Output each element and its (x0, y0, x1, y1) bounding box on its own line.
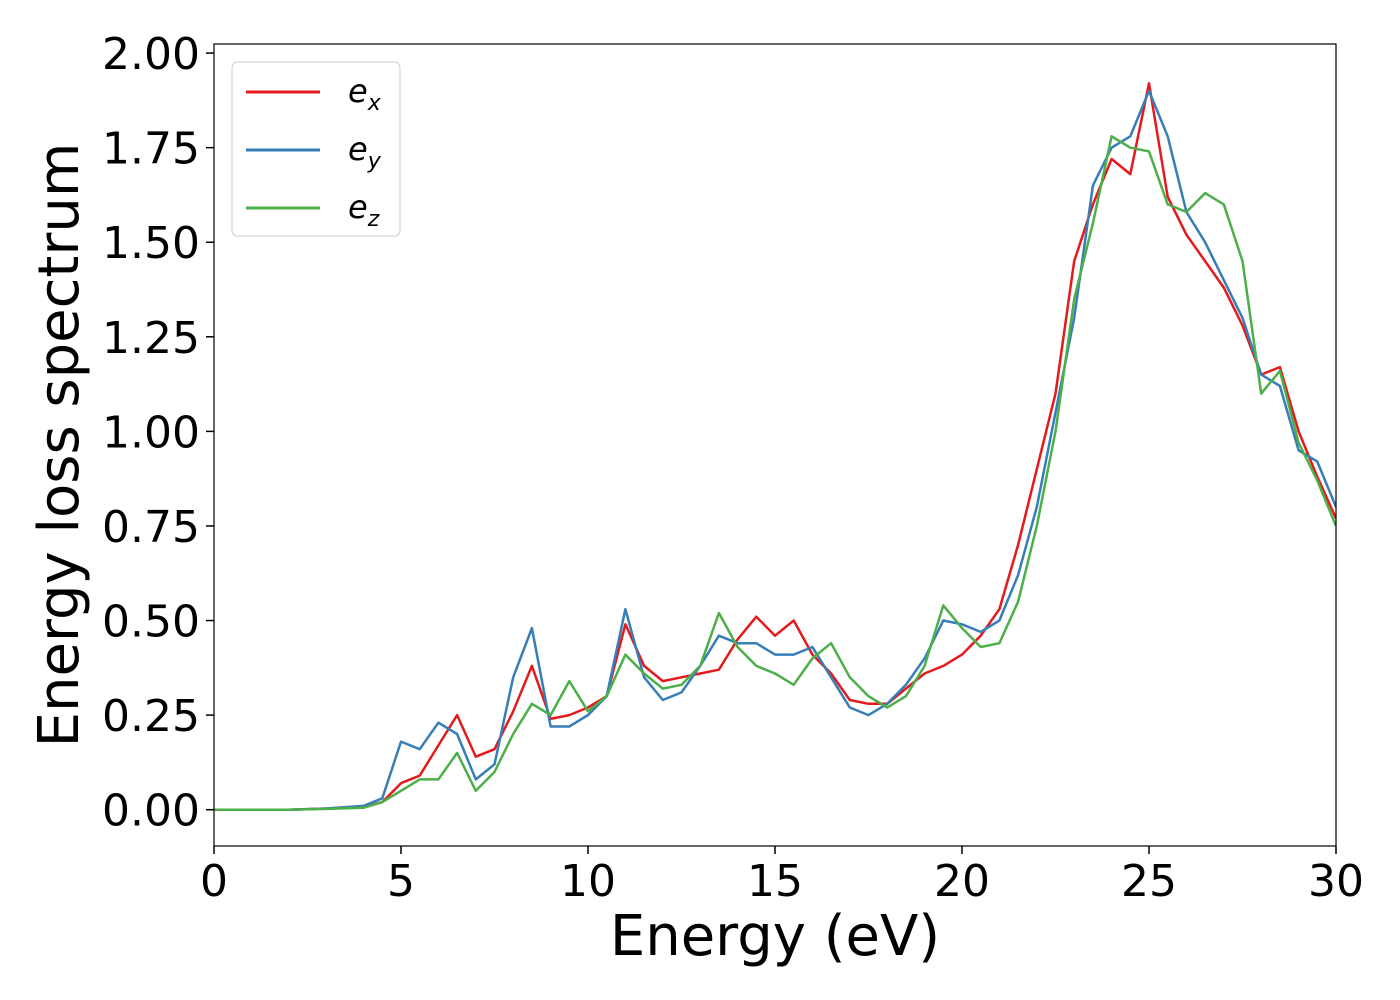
y-axis-label: Energy loss spectrum (27, 143, 92, 748)
y-tick-label: 1.50 (102, 218, 200, 269)
series-line (214, 82, 1336, 811)
legend-label: ex (348, 72, 382, 116)
y-tick-label: 1.25 (102, 313, 200, 364)
x-tick-label: 0 (200, 856, 228, 907)
legend-label: ey (348, 130, 382, 174)
x-tick-label: 10 (560, 856, 616, 907)
y-tick-label: 0.75 (102, 502, 200, 553)
y-tick-label: 2.00 (102, 29, 200, 80)
y-tick-label: 0.50 (102, 597, 200, 648)
y-tick-label: 1.75 (102, 124, 200, 175)
x-tick-label: 30 (1308, 856, 1364, 907)
x-tick-label: 25 (1121, 856, 1177, 907)
x-axis-label: Energy (eV) (610, 904, 940, 969)
plot-frame (213, 43, 1337, 847)
series-line (214, 135, 1336, 811)
x-tick-label: 15 (747, 856, 803, 907)
y-tick-label: 0.00 (102, 786, 200, 837)
x-tick-label: 20 (934, 856, 990, 907)
y-tick-label: 0.25 (102, 691, 200, 742)
x-tick-label: 5 (387, 856, 415, 907)
y-tick-label: 1.00 (102, 407, 200, 458)
legend-label: ez (348, 188, 380, 232)
series-line (214, 89, 1336, 811)
